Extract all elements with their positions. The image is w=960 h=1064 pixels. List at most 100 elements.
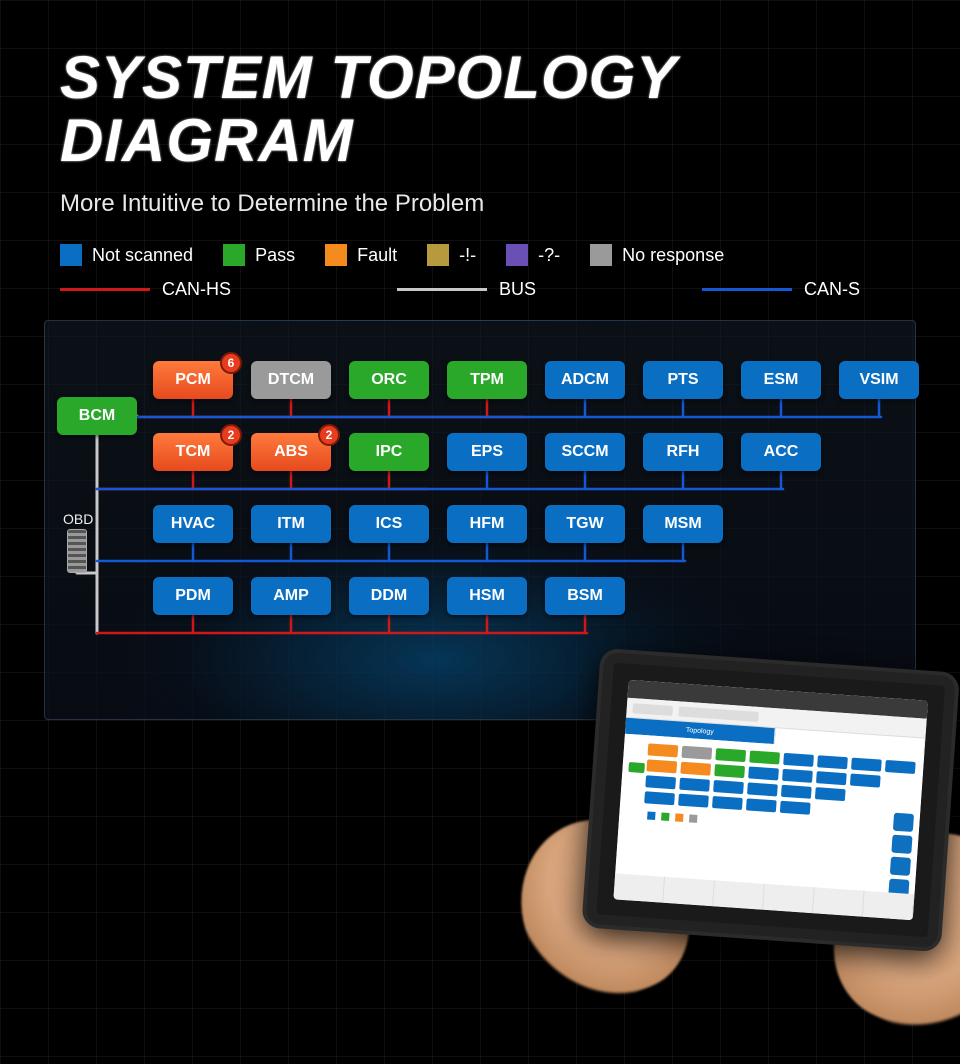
mini-legend-swatch [689, 814, 698, 823]
mini-node [746, 798, 777, 812]
footer-btn[interactable] [663, 877, 715, 906]
node-ics[interactable]: ICS [349, 505, 429, 543]
node-tpm[interactable]: TPM [447, 361, 527, 399]
mini-node [814, 803, 845, 817]
node-label: ESM [764, 371, 799, 389]
node-acc[interactable]: ACC [741, 433, 821, 471]
node-esm[interactable]: ESM [741, 361, 821, 399]
node-orc[interactable]: ORC [349, 361, 429, 399]
node-label: ADCM [561, 371, 609, 389]
node-bsm[interactable]: BSM [545, 577, 625, 615]
header-pill [678, 706, 759, 722]
node-label: PCM [175, 371, 211, 389]
node-tgw[interactable]: TGW [545, 505, 625, 543]
node-label: ABS [274, 443, 308, 461]
legend-swatch-not_scanned [60, 244, 82, 266]
mini-node [850, 774, 881, 788]
legend-line-label: CAN-S [804, 279, 860, 300]
node-msm[interactable]: MSM [643, 505, 723, 543]
footer-btn[interactable] [813, 887, 865, 916]
footer-btn[interactable] [613, 873, 665, 902]
node-pdm[interactable]: PDM [153, 577, 233, 615]
node-label: DTCM [268, 371, 314, 389]
node-sccm[interactable]: SCCM [545, 433, 625, 471]
node-vsim[interactable]: VSIM [839, 361, 919, 399]
node-label: ITM [277, 515, 305, 533]
fault-count-badge: 2 [220, 424, 242, 446]
node-label: TPM [470, 371, 504, 389]
footer-btn[interactable] [713, 880, 765, 909]
legend-label: -?- [538, 245, 560, 266]
mini-legend-swatch [675, 813, 684, 822]
node-pcm[interactable]: PCM6 [153, 361, 233, 399]
node-hvac[interactable]: HVAC [153, 505, 233, 543]
tablet-body: Topology List [581, 648, 960, 952]
node-amp[interactable]: AMP [251, 577, 331, 615]
mini-node [781, 785, 812, 799]
legend-swatch-no_response [590, 244, 612, 266]
legend-line-label: BUS [499, 279, 536, 300]
mini-node [749, 750, 780, 764]
mini-legend-swatch [661, 812, 670, 821]
node-bcm[interactable]: BCM [57, 397, 137, 435]
mini-node [646, 759, 677, 773]
legend-swatch-pass [223, 244, 245, 266]
mini-node [713, 780, 744, 794]
node-ipc[interactable]: IPC [349, 433, 429, 471]
node-label: RFH [667, 443, 700, 461]
footer-btn[interactable] [763, 884, 815, 913]
node-itm[interactable]: ITM [251, 505, 331, 543]
node-label: EPS [471, 443, 503, 461]
mini-node [714, 764, 745, 778]
mini-topology-grid [644, 743, 916, 822]
legend: Not scannedPassFault-!--?-No response CA… [60, 240, 900, 304]
node-dtcm[interactable]: DTCM [251, 361, 331, 399]
node-label: BSM [567, 587, 603, 605]
node-abs[interactable]: ABS2 [251, 433, 331, 471]
legend-line-can_hs: CAN-HS [60, 279, 231, 300]
mini-node [648, 743, 679, 757]
footer-btn[interactable] [863, 891, 915, 920]
mini-node [783, 753, 814, 767]
fault-count-badge: 2 [318, 424, 340, 446]
node-label: AMP [273, 587, 309, 605]
screen-side-button[interactable] [890, 857, 911, 876]
mini-legend-swatch [647, 811, 656, 820]
legend-label: Fault [357, 245, 397, 266]
obd-port-icon [67, 529, 87, 573]
legend-line-swatch [397, 288, 487, 291]
header-pill [632, 703, 673, 716]
node-label: PTS [667, 371, 698, 389]
fault-count-badge: 6 [220, 352, 242, 374]
legend-line-label: CAN-HS [162, 279, 231, 300]
screen-side-button[interactable] [893, 813, 914, 832]
node-rfh[interactable]: RFH [643, 433, 723, 471]
page-title: SYSTEM TOPOLOGY DIAGRAM [60, 46, 677, 172]
legend-line-swatch [702, 288, 792, 291]
node-eps[interactable]: EPS [447, 433, 527, 471]
mini-node [712, 796, 743, 810]
legend-label: -!- [459, 245, 476, 266]
node-tcm[interactable]: TCM2 [153, 433, 233, 471]
node-label: VSIM [859, 371, 898, 389]
node-ddm[interactable]: DDM [349, 577, 429, 615]
legend-label: No response [622, 245, 724, 266]
page-subtitle: More Intuitive to Determine the Problem [60, 190, 484, 218]
node-hfm[interactable]: HFM [447, 505, 527, 543]
title-line-1: SYSTEM TOPOLOGY [60, 46, 677, 109]
mini-node [748, 766, 779, 780]
node-hsm[interactable]: HSM [447, 577, 527, 615]
screen-side-buttons [888, 813, 914, 898]
node-adcm[interactable]: ADCM [545, 361, 625, 399]
node-label: MSM [664, 515, 701, 533]
node-label: ICS [376, 515, 403, 533]
node-label: PDM [175, 587, 211, 605]
node-label: ACC [764, 443, 799, 461]
node-label: BCM [79, 407, 115, 425]
legend-swatch-fault [325, 244, 347, 266]
legend-line-bus: BUS [397, 279, 536, 300]
node-label: DDM [371, 587, 407, 605]
node-pts[interactable]: PTS [643, 361, 723, 399]
node-label: SCCM [561, 443, 608, 461]
screen-side-button[interactable] [891, 835, 912, 854]
